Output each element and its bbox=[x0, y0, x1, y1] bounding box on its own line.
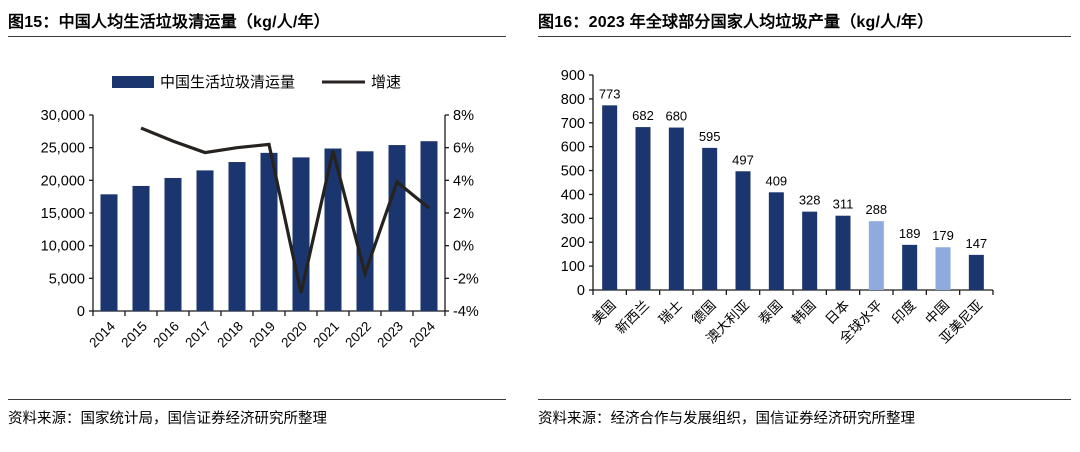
left-axis-tick-label: 0 bbox=[77, 304, 85, 320]
growth-line bbox=[140, 126, 431, 294]
bar-新西兰 bbox=[635, 127, 651, 290]
bar-value-label: 682 bbox=[632, 108, 654, 123]
bar-泰国 bbox=[768, 192, 784, 290]
bar-2023 bbox=[388, 145, 406, 311]
right-axis-tick-label: -2% bbox=[453, 271, 479, 287]
bar-瑞士 bbox=[668, 127, 684, 290]
bar-2018 bbox=[228, 162, 246, 311]
figure-15-panel: 图15：中国人均生活垃圾清运量（kg/人/年） 中国生活垃圾清运量 增速 0 5,00… bbox=[8, 0, 510, 452]
left-axis-tick-label: 500 bbox=[561, 164, 585, 180]
left-axis-tick-label: 15,000 bbox=[41, 206, 85, 222]
x-category-label: 日本 bbox=[822, 297, 852, 327]
bar-value-label: 680 bbox=[665, 109, 687, 124]
figure-16-source: 资料来源：经济合作与发展组织，国信证券经济研究所整理 bbox=[538, 411, 915, 427]
right-axis-tick-label: 2% bbox=[453, 206, 474, 222]
legend-bar-label: 中国生活垃圾清运量 bbox=[160, 74, 295, 91]
x-category-label: 2019 bbox=[246, 319, 278, 351]
x-category-label: 新西兰 bbox=[613, 298, 652, 337]
figure-16-panel: 图16：2023 年全球部分国家人均垃圾产量（kg/人/年） 0 100 200 30… bbox=[538, 0, 1075, 452]
left-axis-tick-label: 400 bbox=[561, 187, 585, 203]
bar-value-label: 311 bbox=[833, 197, 854, 212]
bar-value-label: 773 bbox=[599, 86, 621, 101]
bar-德国 bbox=[702, 147, 718, 290]
figure-15-source: 资料来源：国家统计局，国信证券经济研究所整理 bbox=[8, 411, 327, 427]
bar-2021 bbox=[324, 148, 342, 311]
china-waste-combo-chart: 中国生活垃圾清运量 增速 0 5,000 10,000 15,000 20,000 25,00… bbox=[41, 74, 479, 351]
x-category-label: 2015 bbox=[118, 319, 150, 351]
bar-2024 bbox=[420, 141, 438, 311]
figure-15-title-rule bbox=[8, 36, 506, 37]
x-category-label: 2016 bbox=[150, 319, 182, 351]
figure-16-title: 图16：2023 年全球部分国家人均垃圾产量（kg/人/年） bbox=[538, 14, 934, 31]
bar-value-label: 409 bbox=[765, 173, 787, 188]
bar-美国 bbox=[602, 105, 618, 290]
x-category-label: 2017 bbox=[182, 319, 214, 351]
left-axis-tick-label: 200 bbox=[561, 235, 585, 251]
figure-15-source-rule bbox=[8, 399, 506, 400]
bar-印度 bbox=[902, 244, 918, 290]
x-category-label: 泰国 bbox=[756, 298, 786, 328]
x-category-label: 中国 bbox=[922, 298, 952, 328]
left-axis-tick-label: 800 bbox=[561, 92, 585, 108]
left-axis-tick-label: 20,000 bbox=[41, 173, 85, 189]
x-category-label: 2024 bbox=[406, 318, 438, 350]
left-axis-tick-label: 25,000 bbox=[41, 141, 85, 157]
x-category-label: 印度 bbox=[889, 298, 919, 328]
x-category-label: 2021 bbox=[310, 319, 342, 351]
x-category-label: 韩国 bbox=[789, 298, 819, 328]
bar-日本 bbox=[835, 215, 851, 290]
bar-value-label: 288 bbox=[865, 202, 887, 217]
legend-line-label: 增速 bbox=[371, 74, 401, 91]
x-category-label: 2020 bbox=[278, 319, 310, 351]
bar-2014 bbox=[100, 194, 118, 311]
bar-韩国 bbox=[802, 211, 818, 290]
bar-value-label: 147 bbox=[965, 236, 987, 251]
left-axis-tick-label: 300 bbox=[561, 211, 585, 227]
x-category-label: 2023 bbox=[374, 319, 406, 351]
x-category-label: 美国 bbox=[589, 298, 619, 328]
bar-亚美尼亚 bbox=[968, 254, 984, 290]
bar-2016 bbox=[164, 177, 182, 311]
figure-16-source-rule bbox=[538, 399, 1071, 400]
bar-value-label: 328 bbox=[799, 193, 821, 208]
right-axis-tick-label: -4% bbox=[453, 304, 479, 320]
global-waste-bar-chart: 0 100 200 300 400 500 600 700 800 900 773 682 680 595… bbox=[561, 68, 994, 346]
right-axis-tick-label: 4% bbox=[453, 173, 474, 189]
bar-value-label: 497 bbox=[732, 152, 754, 167]
left-axis-tick-label: 0 bbox=[577, 283, 585, 299]
left-axis-tick-label: 600 bbox=[561, 140, 585, 156]
bar-2015 bbox=[132, 185, 150, 311]
bar-2022 bbox=[356, 151, 374, 311]
left-axis-tick-label: 700 bbox=[561, 116, 585, 132]
left-axis-tick-label: 900 bbox=[561, 68, 585, 84]
x-category-label: 德国 bbox=[689, 298, 719, 328]
bar-value-label: 189 bbox=[899, 226, 921, 241]
left-axis-tick-label: 30,000 bbox=[41, 108, 85, 124]
x-category-label: 2018 bbox=[214, 319, 246, 351]
x-category-label: 2014 bbox=[86, 318, 118, 350]
figure-15-title: 图15：中国人均生活垃圾清运量（kg/人/年） bbox=[8, 14, 330, 31]
right-axis-tick-label: 8% bbox=[453, 108, 474, 124]
right-axis-tick-label: 6% bbox=[453, 141, 474, 157]
left-axis-tick-label: 100 bbox=[561, 259, 585, 275]
left-axis-tick-label: 10,000 bbox=[41, 239, 85, 255]
bar-value-label: 179 bbox=[932, 228, 954, 243]
bar-2017 bbox=[196, 170, 214, 311]
x-category-label: 瑞士 bbox=[656, 298, 686, 328]
figure-16-title-rule bbox=[538, 36, 1071, 37]
bar-中国 bbox=[935, 247, 951, 290]
bar-value-label: 595 bbox=[699, 129, 721, 144]
left-axis-tick-label: 5,000 bbox=[49, 271, 85, 287]
bar-全球水平 bbox=[868, 221, 884, 290]
x-category-label: 2022 bbox=[342, 319, 374, 351]
legend-bar-swatch bbox=[112, 76, 154, 88]
bar-2019 bbox=[260, 152, 278, 311]
bar-澳大利亚 bbox=[735, 171, 751, 290]
right-axis-tick-label: 0% bbox=[453, 239, 474, 255]
